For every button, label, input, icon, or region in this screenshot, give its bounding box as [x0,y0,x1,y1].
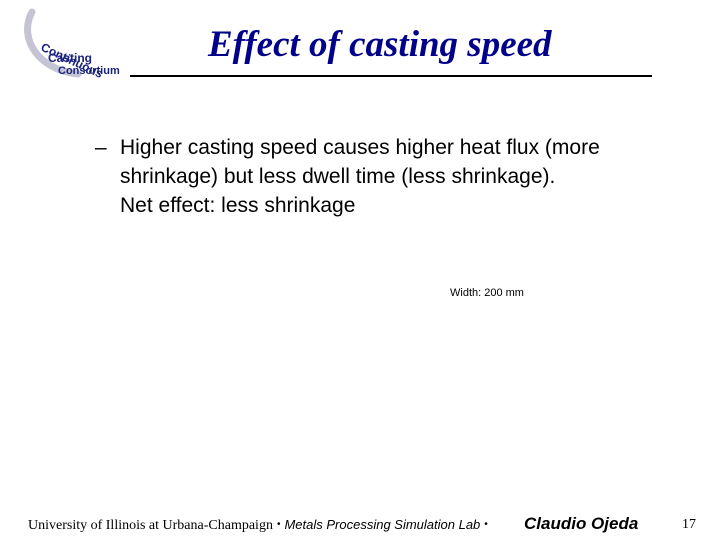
slide-title: Effect of casting speed [208,24,552,65]
footer-lab: Metals Processing Simulation Lab [284,517,481,532]
bullet-line-1: Higher casting speed causes higher heat … [120,136,600,159]
logo-swoosh [24,8,82,78]
bullet-item: – Higher casting speed causes higher hea… [95,133,695,220]
footer-separator-2: • [484,519,488,530]
consortium-logo: Continuous Casting Consortium [18,8,138,81]
footer-university: University of Illinois at Urbana-Champai… [28,518,273,533]
footer-separator-1: • [276,519,281,530]
bullet-line-2: shrinkage) but less dwell time (less shr… [120,165,556,188]
logo-text-line3: Consortium [58,65,120,77]
footer: University of Illinois at Urbana-Champai… [28,516,708,538]
width-label: Width: 200 mm [450,287,524,299]
consortium-logo-graphic: Continuous Casting Consortium [24,8,120,81]
bullet-line-3: Net effect: less shrinkage [120,194,356,217]
page-number: 17 [682,517,696,532]
title-underline [130,75,652,77]
footer-author: Claudio Ojeda [524,514,639,533]
bullet-dash: – [95,136,107,159]
logo-text-line2: Casting [48,51,92,65]
